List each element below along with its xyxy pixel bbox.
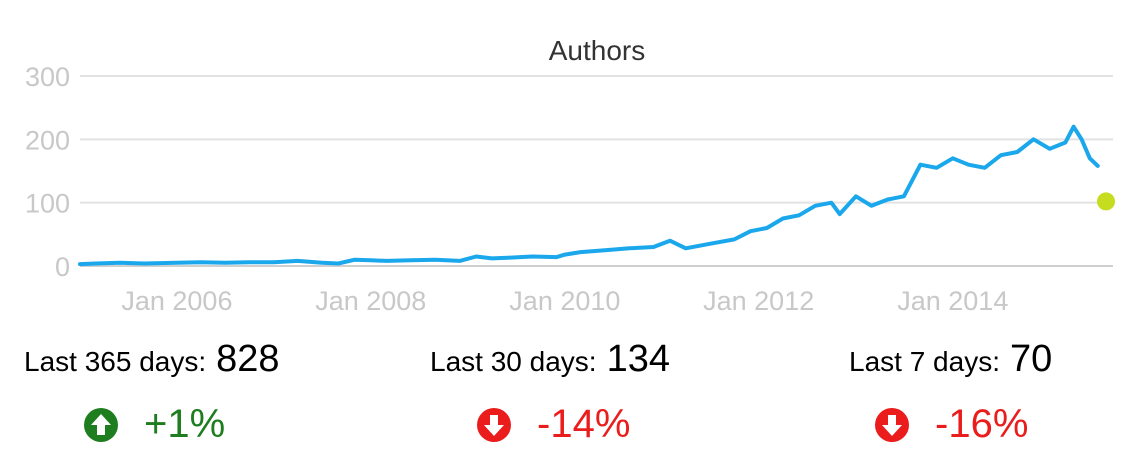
change-last-30-days: -14% [477, 402, 630, 447]
x-tick-label: Jan 2006 [121, 286, 232, 316]
stat-last-30-days: Last 30 days: 134 [430, 338, 670, 381]
change-percent: -16% [935, 402, 1029, 446]
series-end-marker [1097, 192, 1115, 211]
x-tick-label: Jan 2014 [897, 286, 1008, 316]
arrow-up-circle-icon [84, 407, 118, 442]
arrow-down-circle-icon [875, 407, 909, 442]
y-axis: 0 100 200 300 [25, 62, 70, 282]
change-last-365-days: +1% [84, 402, 225, 447]
x-axis: Jan 2006 Jan 2008 Jan 2010 Jan 2012 Jan 2014 [121, 286, 1008, 316]
stat-value: 828 [216, 338, 280, 380]
x-tick-label: Jan 2008 [315, 286, 426, 316]
x-tick-label: Jan 2012 [703, 286, 814, 316]
stat-last-365-days: Last 365 days: 828 [24, 338, 280, 381]
y-tick-label: 0 [55, 252, 70, 282]
stat-label: Last 365 days: [24, 346, 207, 377]
y-tick-label: 100 [25, 189, 70, 219]
y-tick-label: 200 [25, 125, 70, 155]
x-tick-label: Jan 2010 [509, 286, 620, 316]
grid-layer [80, 75, 1113, 267]
stat-label: Last 30 days: [430, 346, 597, 377]
change-last-7-days: -16% [875, 402, 1028, 447]
chart-title: Authors [549, 35, 646, 66]
change-percent: +1% [144, 402, 226, 446]
stat-value: 134 [606, 338, 670, 380]
change-percent: -14% [537, 402, 631, 446]
series-line [78, 124, 1100, 267]
stat-value: 70 [1009, 338, 1053, 380]
stat-label: Last 7 days: [849, 346, 1000, 377]
arrow-down-circle-icon [477, 407, 511, 442]
y-tick-label: 300 [25, 62, 70, 92]
stat-last-7-days: Last 7 days: 70 [849, 338, 1052, 381]
